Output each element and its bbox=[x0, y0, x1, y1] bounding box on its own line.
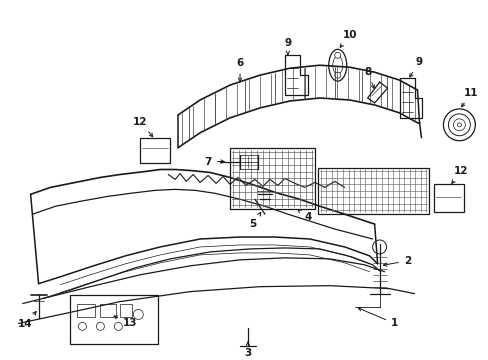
Text: 2: 2 bbox=[383, 256, 410, 266]
Bar bbox=[433, 184, 464, 212]
Circle shape bbox=[114, 323, 122, 330]
Text: 13: 13 bbox=[114, 316, 137, 328]
Text: 12: 12 bbox=[451, 166, 468, 183]
Circle shape bbox=[443, 109, 474, 141]
Circle shape bbox=[78, 323, 86, 330]
Text: 6: 6 bbox=[236, 58, 243, 81]
Bar bbox=[77, 303, 95, 318]
Text: 5: 5 bbox=[249, 212, 260, 229]
Circle shape bbox=[372, 240, 386, 254]
Circle shape bbox=[334, 72, 340, 78]
Ellipse shape bbox=[328, 49, 346, 81]
Circle shape bbox=[447, 114, 469, 136]
Text: 4: 4 bbox=[297, 210, 311, 222]
Circle shape bbox=[96, 323, 104, 330]
Text: 10: 10 bbox=[340, 31, 356, 47]
Text: 1: 1 bbox=[358, 308, 397, 328]
Text: 7: 7 bbox=[204, 157, 224, 167]
Text: 11: 11 bbox=[461, 88, 478, 107]
Bar bbox=[229, 148, 314, 209]
Bar bbox=[70, 294, 158, 344]
Circle shape bbox=[133, 310, 143, 319]
Text: 12: 12 bbox=[133, 117, 152, 137]
Text: 14: 14 bbox=[18, 311, 36, 329]
Text: 8: 8 bbox=[363, 67, 374, 89]
Bar bbox=[100, 303, 116, 318]
Bar bbox=[317, 167, 428, 214]
Text: 9: 9 bbox=[284, 39, 291, 54]
Bar bbox=[120, 303, 132, 318]
Text: 3: 3 bbox=[244, 342, 251, 358]
Circle shape bbox=[456, 123, 461, 127]
Text: 9: 9 bbox=[409, 57, 422, 77]
Bar bbox=[140, 138, 170, 163]
Circle shape bbox=[452, 119, 465, 131]
Circle shape bbox=[334, 52, 340, 58]
Ellipse shape bbox=[332, 56, 342, 74]
